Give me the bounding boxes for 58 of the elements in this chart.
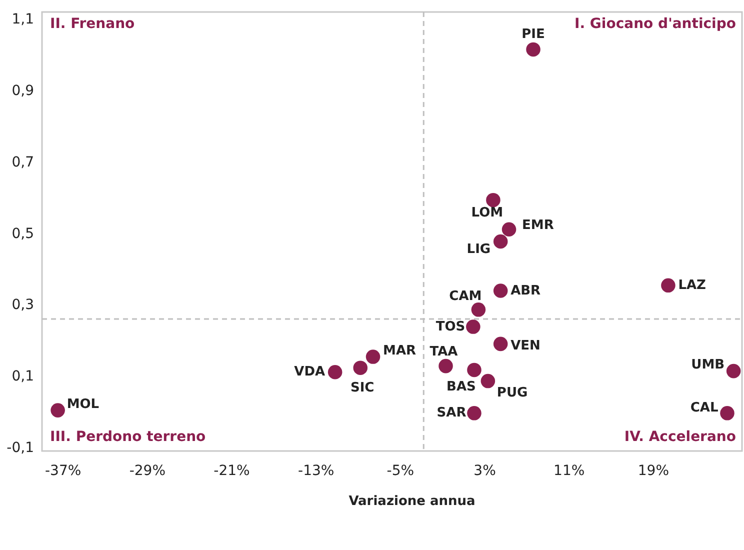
point [353,360,368,375]
point [471,302,486,317]
point [438,358,453,374]
series-label: SIC [350,380,374,396]
series-label: LAZ [678,278,706,293]
series-label: TOS [436,319,466,334]
point [328,365,342,380]
point [493,336,508,352]
annotation: II. Frenano [50,16,136,32]
series-label: TAA [430,344,458,360]
series-label: PUG [496,386,528,401]
x-tick-label: 19% [638,462,670,479]
series-label: CAM [449,289,482,304]
annotation: I. Giocano d'anticipo [574,16,736,32]
series-label: UMB [691,358,725,373]
x-tick-label: 11% [554,462,585,479]
series-label: MAR [383,343,416,358]
point [493,284,508,298]
x-tick-label: -5% [386,462,414,479]
point [502,222,516,236]
point [493,234,508,249]
series-label: ABR [510,283,541,298]
point [720,406,734,420]
y-tick-label: 1,1 [12,12,34,28]
series-label: SAR [436,406,466,421]
annotation: III. Perdono terreno [50,429,206,445]
series-label: MOL [66,396,100,412]
series-label: PIE [522,27,545,42]
y-tick-label: 0,1 [12,368,34,385]
point [480,374,496,388]
point [486,192,500,208]
point [526,42,540,57]
series-label: VDA [294,364,326,380]
y-tick-label: 0,3 [12,297,34,314]
point [726,364,741,378]
y-tick-label: 0,9 [12,83,34,99]
series-label: LIG [466,242,491,258]
y-tick-label: -0,1 [6,440,34,456]
y-tick-label: 0,7 [12,154,34,170]
y-tick-label: 0,5 [12,226,34,242]
point [467,362,482,378]
point [467,406,482,420]
point [366,350,380,364]
x-tick-label: -21% [214,462,250,479]
series-label: EMR [522,218,554,233]
series-label: LOM [471,206,504,221]
x-tick-label: -37% [45,462,82,479]
point [50,403,65,418]
point [661,278,676,293]
x-tick-label: -29% [129,462,166,479]
series-label: CAL [690,400,718,416]
series-label: VEN [510,338,540,354]
x-tick-label: 3% [474,462,496,479]
point [466,320,480,334]
x-axis-title: Variazione annua [348,494,476,509]
x-tick-label: -13% [298,462,334,479]
series-label: BAS [446,380,476,395]
annotation: IV. Accelerano [624,429,736,445]
